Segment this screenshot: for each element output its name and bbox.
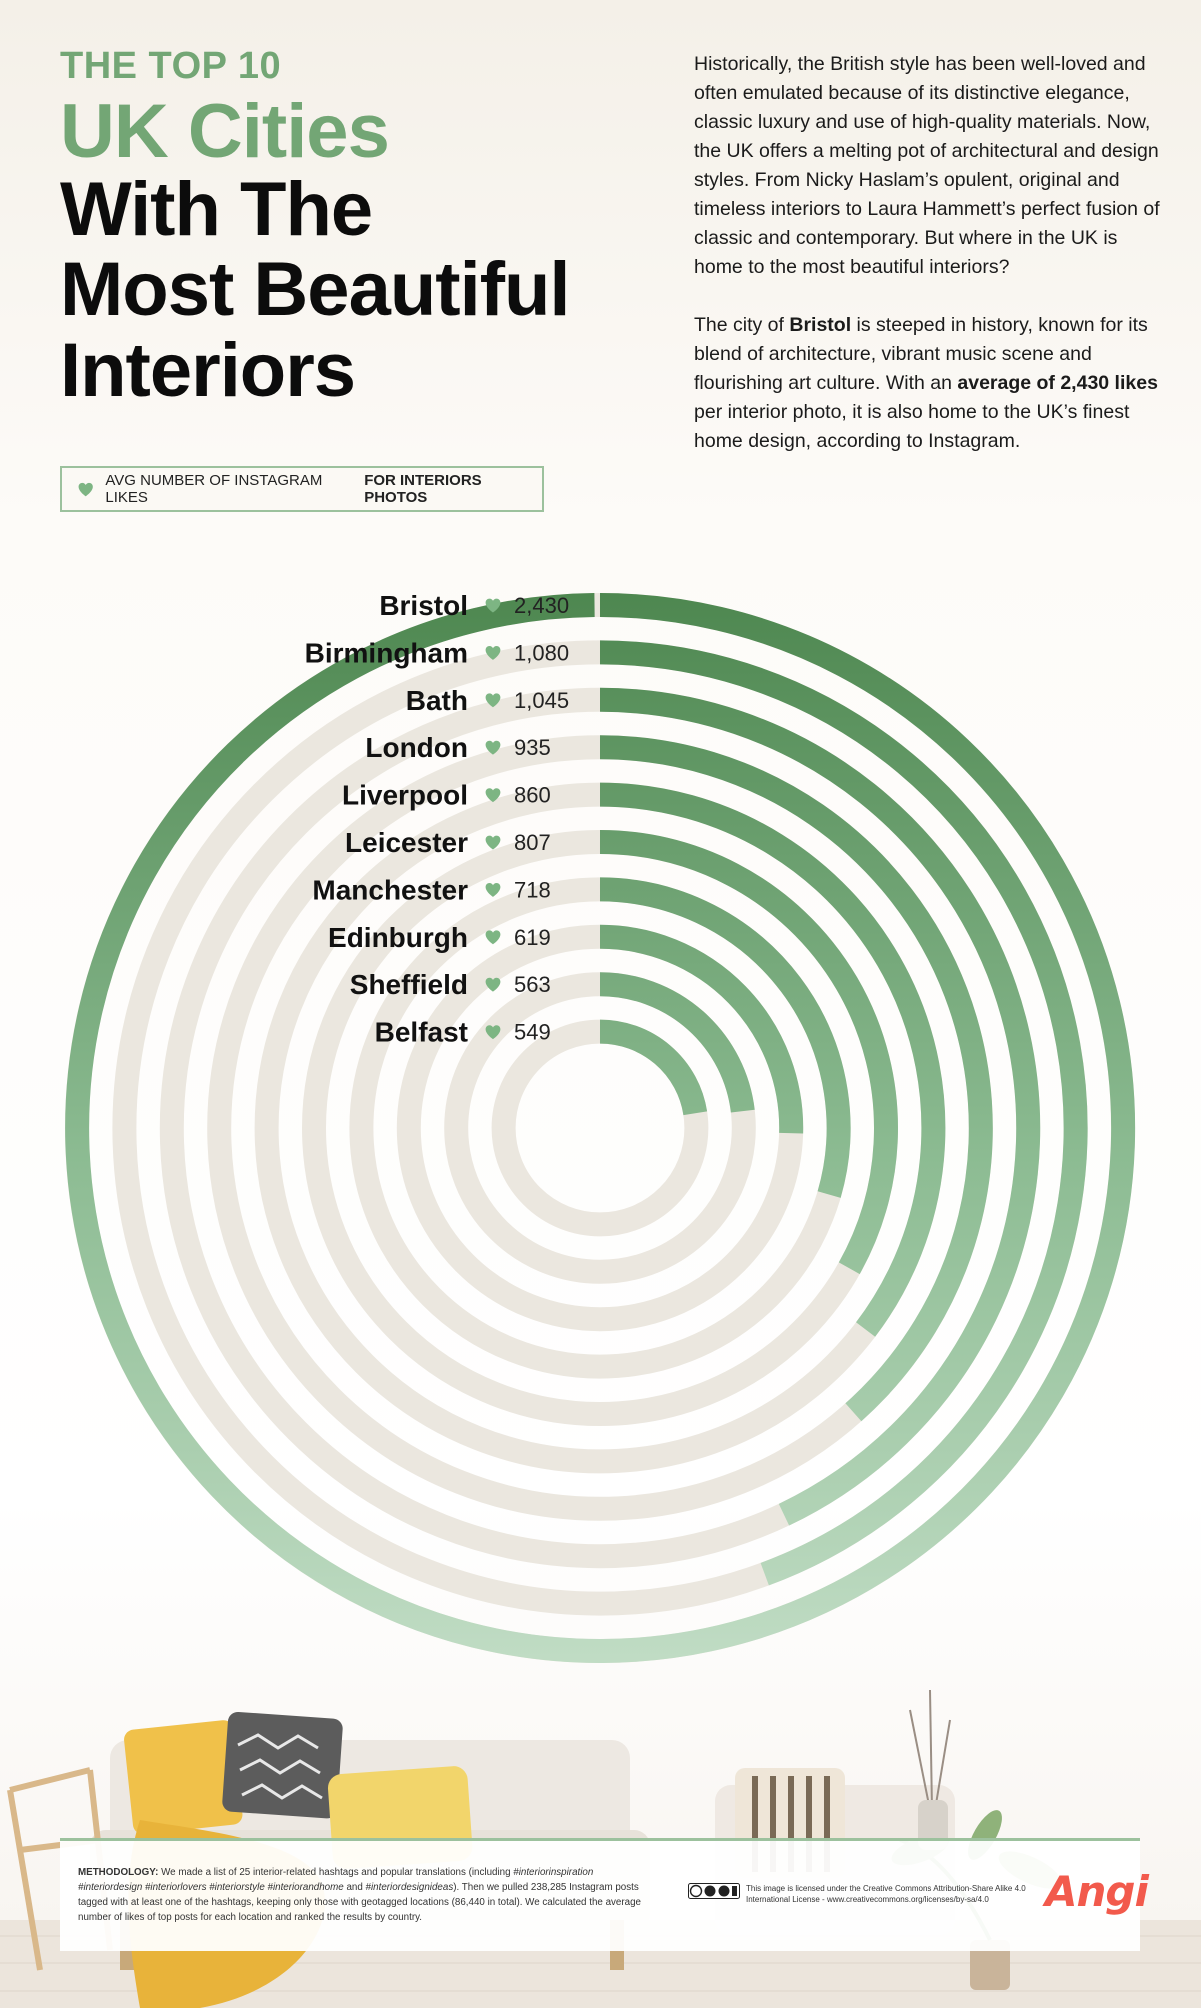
legend-label: AVG NUMBER OF INSTAGRAM LIKES bbox=[105, 472, 323, 506]
heart-icon bbox=[485, 598, 501, 613]
heart-icon bbox=[485, 693, 501, 708]
value-label-sheffield: 563 bbox=[514, 972, 551, 997]
city-label-bristol: Bristol bbox=[379, 590, 468, 621]
methodology-tags: #interiorinspiration #interiordesign #in… bbox=[78, 1867, 594, 1893]
city-label-london: London bbox=[365, 732, 468, 763]
intro-paragraph-2: The city of Bristol is steeped in histor… bbox=[694, 311, 1164, 456]
intro-highlight-city: Bristol bbox=[789, 314, 852, 336]
value-label-edinburgh: 619 bbox=[514, 925, 551, 950]
value-label-manchester: 718 bbox=[514, 877, 551, 902]
methodology-text-b: and bbox=[343, 1882, 366, 1893]
value-label-leicester: 807 bbox=[514, 830, 551, 855]
bar-leicester bbox=[599, 830, 898, 1275]
title-line-5: Interiors bbox=[60, 327, 356, 413]
vase-branches bbox=[909, 1689, 951, 1811]
methodology-label: METHODOLOGY: bbox=[78, 1867, 159, 1878]
methodology-panel: METHODOLOGY: We made a list of 25 interi… bbox=[60, 1838, 1149, 1951]
value-label-birmingham: 1,080 bbox=[514, 640, 569, 665]
heart-icon bbox=[485, 930, 501, 945]
intro-text: Historically, the British style has been… bbox=[694, 50, 1164, 485]
value-label-london: 935 bbox=[514, 735, 551, 760]
value-label-belfast: 549 bbox=[514, 1020, 551, 1045]
methodology-text-c: ). Then we pulled 238,285 Instagram post… bbox=[78, 1882, 641, 1923]
city-label-liverpool: Liverpool bbox=[342, 780, 468, 811]
chart-labels: Bristol 2,430 Birmingham 1,080 Bath 1,045 Lond… bbox=[305, 590, 569, 1048]
cushion-yellow bbox=[124, 1720, 243, 1835]
city-label-edinburgh: Edinburgh bbox=[328, 922, 468, 953]
intro-highlight-likes: average of 2,430 likes bbox=[957, 372, 1158, 394]
intro-text-a: The city of bbox=[694, 314, 790, 336]
value-label-liverpool: 860 bbox=[514, 783, 551, 808]
methodology-text: METHODOLOGY: We made a list of 25 interi… bbox=[78, 1865, 658, 1925]
methodology-text-a: We made a list of 25 interior-related ha… bbox=[158, 1867, 514, 1878]
bar-edinburgh bbox=[599, 924, 804, 1134]
heart-icon bbox=[485, 788, 501, 803]
intro-text-e: per interior photo, it is also home to t… bbox=[694, 401, 1130, 452]
city-label-birmingham: Birmingham bbox=[305, 637, 468, 668]
title-top: THE TOP 10 bbox=[60, 45, 282, 87]
bar-sheffield bbox=[599, 972, 755, 1113]
cushion-grey bbox=[222, 1711, 343, 1819]
bar-belfast bbox=[599, 1019, 708, 1116]
value-label-bristol: 2,430 bbox=[514, 593, 569, 618]
city-label-sheffield: Sheffield bbox=[350, 969, 468, 1000]
title-line-4: Most Beautiful bbox=[60, 247, 571, 333]
heart-icon bbox=[485, 740, 501, 755]
bar-bath bbox=[599, 687, 1041, 1526]
heart-icon bbox=[485, 883, 501, 897]
bar-manchester bbox=[599, 877, 851, 1198]
city-label-belfast: Belfast bbox=[375, 1017, 468, 1048]
bar-liverpool bbox=[599, 782, 946, 1337]
room-illustration bbox=[0, 1689, 1201, 2008]
chart-legend: AVG NUMBER OF INSTAGRAM LIKES FOR INTERI… bbox=[60, 466, 544, 512]
heart-icon bbox=[485, 977, 501, 992]
heart-icon bbox=[485, 1025, 501, 1040]
title-highlight: UK Cities bbox=[60, 88, 390, 174]
intro-text-c: is steeped in history, known for its ble… bbox=[694, 314, 1148, 394]
heart-icon bbox=[485, 835, 501, 850]
city-label-bath: Bath bbox=[406, 685, 468, 716]
bar-bristol bbox=[65, 593, 1136, 1663]
cc-by-sa-icon bbox=[688, 1883, 740, 1899]
city-label-manchester: Manchester bbox=[312, 874, 468, 905]
title-line-3: With The bbox=[60, 166, 373, 252]
radial-bar-chart: Bristol 2,430 Birmingham 1,080 Bath 1,045 Lond… bbox=[65, 590, 1136, 1663]
title-block: THE TOP 10 UK Cities With The Most Beaut… bbox=[60, 45, 660, 413]
city-label-leicester: Leicester bbox=[345, 827, 468, 858]
legend-label-bold: FOR INTERIORS PHOTOS bbox=[364, 472, 482, 506]
methodology-tag-last: #interiordesignideas bbox=[365, 1882, 454, 1893]
brand-logo: Angi bbox=[1045, 1867, 1149, 1916]
heart-icon bbox=[485, 646, 501, 660]
chart-bars bbox=[65, 593, 1136, 1663]
bar-birmingham bbox=[599, 640, 1088, 1586]
heart-icon bbox=[78, 482, 93, 496]
bar-london bbox=[599, 735, 993, 1422]
intro-paragraph-1: Historically, the British style has been… bbox=[694, 53, 1160, 278]
license-text: This image is licensed under the Creativ… bbox=[746, 1884, 1026, 1904]
value-label-bath: 1,045 bbox=[514, 688, 569, 713]
